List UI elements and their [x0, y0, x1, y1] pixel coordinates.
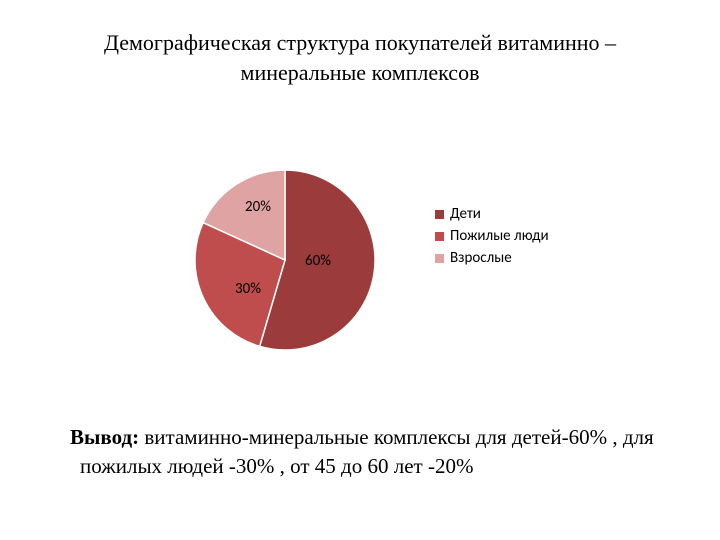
legend-item: Взрослые	[435, 249, 549, 267]
legend-label: Взрослые	[450, 249, 512, 267]
conclusion-text: Вывод: витаминно-минеральные комплексы д…	[50, 423, 670, 480]
legend-label: Дети	[450, 205, 481, 223]
page-title: Демографическая структура покупателей ви…	[0, 0, 720, 87]
legend-swatch-icon	[435, 232, 444, 241]
legend: Дети Пожилые люди Взрослые	[435, 205, 549, 271]
legend-label: Пожилые люди	[450, 227, 549, 245]
legend-item: Дети	[435, 205, 549, 223]
chart-area: 60%30%20% Дети Пожилые люди Взрослые	[0, 150, 720, 390]
legend-swatch-icon	[435, 210, 444, 219]
conclusion-body: витаминно-минеральные комплексы для дете…	[80, 425, 654, 477]
pie-chart: 60%30%20%	[195, 170, 375, 350]
pie-svg	[195, 170, 375, 350]
conclusion-label: Вывод:	[70, 425, 139, 449]
legend-swatch-icon	[435, 254, 444, 263]
legend-item: Пожилые люди	[435, 227, 549, 245]
